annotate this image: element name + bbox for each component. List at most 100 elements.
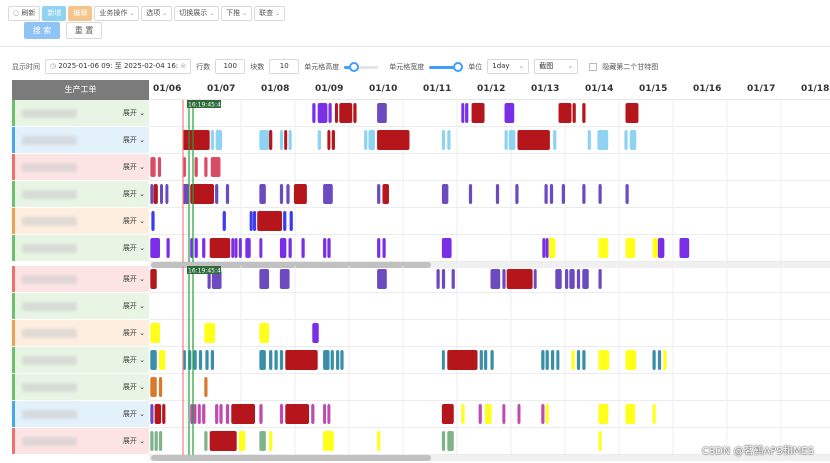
task-bar[interactable] (202, 404, 206, 424)
work-order-row[interactable]: 展开 ⌄ (12, 428, 149, 455)
task-bar[interactable] (334, 103, 338, 123)
task-bar[interactable] (293, 184, 307, 204)
task-bar[interactable] (330, 350, 334, 370)
task-bar[interactable] (663, 350, 667, 370)
task-bar[interactable] (582, 269, 589, 289)
clear-icon[interactable]: ⊗ (178, 62, 187, 70)
task-bar[interactable] (451, 269, 455, 289)
task-bar[interactable] (279, 269, 290, 289)
task-bar[interactable] (506, 269, 533, 289)
task-bar[interactable] (339, 103, 353, 123)
task-bar[interactable] (544, 184, 548, 204)
work-order-row[interactable]: 展开 ⌄ (12, 208, 149, 235)
toolbar-button[interactable]: 联查 (254, 6, 286, 21)
task-bar[interactable] (150, 377, 157, 397)
task-bar[interactable] (150, 323, 160, 343)
reset-button[interactable]: 重 置 (66, 22, 102, 39)
task-bar[interactable] (204, 323, 216, 343)
expand-button[interactable]: 展开 ⌄ (122, 356, 145, 364)
slider-knob[interactable] (349, 61, 360, 72)
toolbar-button[interactable]: 切换展示 (174, 6, 220, 21)
task-bar[interactable] (377, 130, 410, 150)
task-bar[interactable] (312, 323, 319, 343)
task-bar[interactable] (508, 130, 516, 150)
work-order-row[interactable]: 展开 ⌄ (12, 235, 149, 262)
expand-button[interactable]: 展开 ⌄ (122, 410, 145, 418)
task-bar[interactable] (194, 238, 198, 258)
task-bar[interactable] (231, 404, 256, 424)
task-bar[interactable] (441, 350, 445, 370)
task-bar[interactable] (158, 377, 163, 397)
task-bar[interactable] (165, 184, 169, 204)
expand-button[interactable]: 展开 ⌄ (122, 163, 145, 171)
task-bar[interactable] (598, 238, 609, 258)
task-bar[interactable] (550, 350, 555, 370)
task-bar[interactable] (225, 184, 230, 204)
task-bar[interactable] (484, 350, 488, 370)
task-bar[interactable] (205, 350, 209, 370)
task-bar[interactable] (327, 130, 331, 150)
task-bar[interactable] (238, 431, 246, 451)
task-bar[interactable] (284, 130, 288, 150)
task-bar[interactable] (328, 103, 332, 123)
task-bar[interactable] (679, 238, 690, 258)
task-bar[interactable] (162, 404, 166, 424)
task-bar[interactable] (629, 130, 637, 150)
task-bar[interactable] (210, 350, 214, 370)
task-bar[interactable] (331, 130, 335, 150)
rows-input[interactable]: 100 (215, 59, 246, 74)
task-bar[interactable] (288, 238, 292, 258)
task-bar[interactable] (571, 350, 575, 370)
task-bar[interactable] (657, 238, 665, 258)
task-bar[interactable] (209, 238, 231, 258)
task-bar[interactable] (625, 103, 639, 123)
task-bar[interactable] (259, 350, 266, 370)
task-bar[interactable] (377, 269, 387, 289)
work-order-row[interactable]: 展开 ⌄ (12, 154, 149, 181)
task-bar[interactable] (598, 269, 602, 289)
task-bar[interactable] (193, 404, 197, 424)
task-bar[interactable] (198, 350, 203, 370)
task-bar[interactable] (215, 404, 219, 424)
task-bar[interactable] (572, 103, 576, 123)
task-bar[interactable] (193, 350, 197, 370)
task-bar[interactable] (222, 211, 226, 231)
task-bar[interactable] (245, 238, 251, 258)
task-bar[interactable] (311, 404, 315, 424)
task-bar[interactable] (166, 238, 170, 258)
task-bar[interactable] (340, 350, 344, 370)
toolbar-button[interactable]: 下推 (221, 6, 253, 21)
task-bar[interactable] (204, 157, 208, 177)
task-bar[interactable] (202, 238, 206, 258)
cell-height-slider[interactable] (344, 61, 379, 72)
task-bar[interactable] (259, 269, 270, 289)
task-bar[interactable] (194, 157, 198, 177)
task-bar[interactable] (285, 404, 310, 424)
task-bar[interactable] (561, 184, 565, 204)
task-bar[interactable] (279, 184, 284, 204)
expand-button[interactable]: 展开 ⌄ (122, 437, 145, 445)
expand-button[interactable]: 展开 ⌄ (122, 190, 145, 198)
task-bar[interactable] (204, 377, 208, 397)
task-bar[interactable] (625, 350, 637, 370)
work-order-row[interactable]: 展开 ⌄ (12, 320, 149, 347)
task-bar[interactable] (259, 238, 263, 258)
task-bar[interactable] (515, 184, 519, 204)
expand-button[interactable]: 展开 ⌄ (122, 275, 145, 283)
task-bar[interactable] (558, 103, 572, 123)
task-bar[interactable] (377, 184, 381, 204)
task-bar[interactable] (234, 238, 238, 258)
task-bar[interactable] (327, 404, 331, 424)
task-bar[interactable] (219, 404, 223, 424)
task-bar[interactable] (541, 350, 545, 370)
task-bar[interactable] (182, 130, 210, 150)
task-bar[interactable] (555, 269, 562, 289)
task-bar[interactable] (556, 350, 560, 370)
expand-button[interactable]: 展开 ⌄ (122, 244, 145, 252)
task-bar[interactable] (364, 130, 368, 150)
task-bar[interactable] (447, 350, 478, 370)
task-bar[interactable] (441, 431, 446, 451)
task-bar[interactable] (151, 211, 155, 231)
task-bar[interactable] (545, 404, 549, 424)
task-bar[interactable] (327, 238, 331, 258)
